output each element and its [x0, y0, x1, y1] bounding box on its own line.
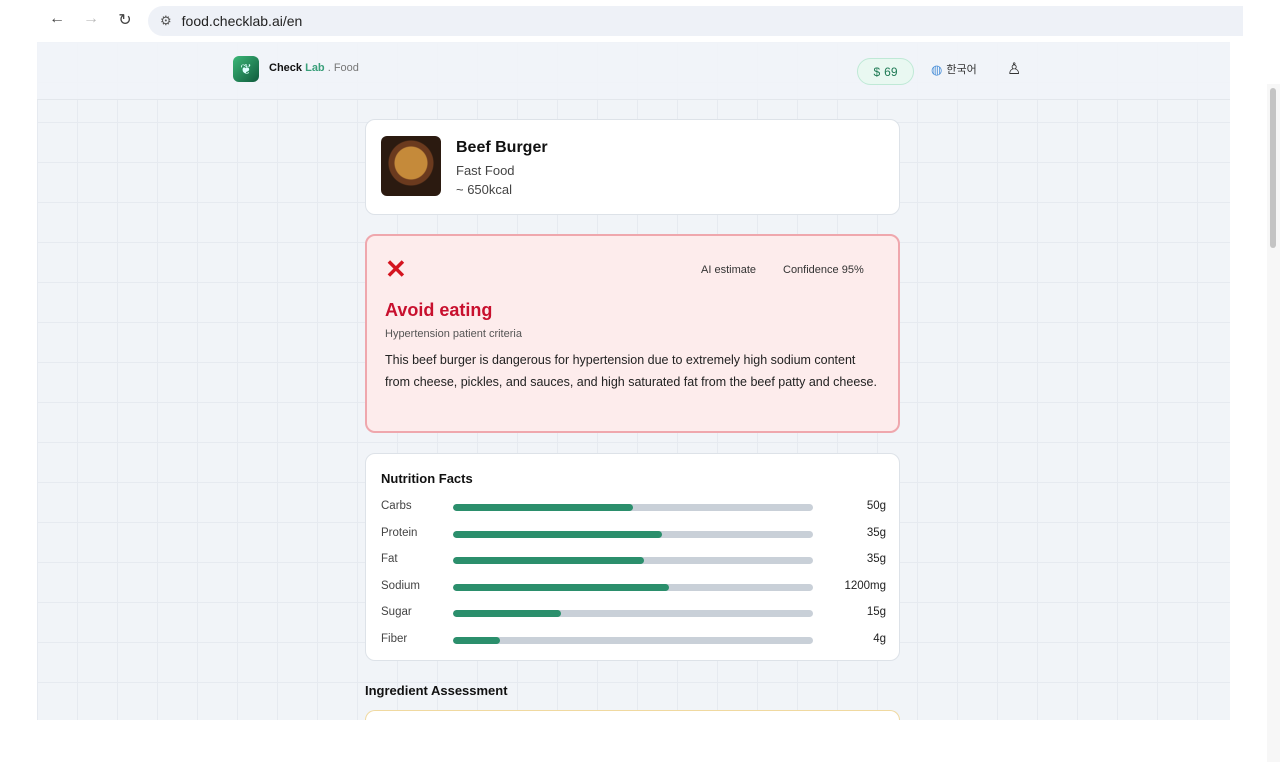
nutrient-label: Sugar — [381, 606, 412, 618]
address-bar[interactable]: ⚙ food.checklab.ai/en — [148, 6, 1243, 36]
nutrient-value: 15g — [866, 606, 886, 618]
user-icon[interactable]: ♙ — [1007, 61, 1022, 78]
url-text: food.checklab.ai/en — [181, 13, 303, 29]
page: ❦ Check Lab . Food $69 ◍ 한국어 ♙ Beef Burge… — [37, 42, 1280, 762]
logo-icon[interactable]: ❦ — [233, 56, 259, 82]
ingredient-assessment-title: Ingredient Assessment — [365, 683, 508, 698]
nutrient-row: Carbs 50g — [381, 499, 886, 515]
scrollbar[interactable] — [1267, 84, 1280, 762]
nutrient-value: 4g — [873, 632, 886, 645]
nutrient-bar — [453, 557, 813, 564]
brand-main: Check — [269, 62, 303, 74]
nutrient-label: Carbs — [381, 500, 412, 512]
nutrient-label: Fiber — [381, 632, 408, 645]
nutrient-bar-fill — [453, 636, 500, 644]
nutrient-row: Fat 35g — [381, 552, 886, 568]
ai-estimate-label: AI estimate — [701, 264, 757, 276]
verdict-description: This beef burger is dangerous for hypert… — [385, 353, 877, 389]
forward-icon[interactable]: → — [83, 10, 99, 27]
food-calories: ~ 650kcal — [456, 182, 513, 197]
nutrient-bar-fill — [453, 504, 633, 511]
brand-sub: . Food — [327, 62, 359, 74]
verdict-card: ✕ AI estimate Confidence 95% Avoid eatin… — [365, 234, 900, 433]
nutrient-value: 50g — [866, 500, 886, 512]
reload-icon[interactable]: ↻ — [118, 12, 132, 29]
nutrient-bar — [453, 636, 813, 644]
credits-badge[interactable]: $69 — [857, 58, 914, 85]
nutrient-bar-fill — [453, 530, 662, 538]
nutrient-row: Protein 35g — [381, 526, 886, 542]
nutrient-bar — [453, 610, 813, 617]
confidence-label: Confidence 95% — [783, 264, 864, 276]
food-image — [381, 136, 441, 196]
verdict-criteria: Hypertension patient criteria — [385, 328, 522, 340]
nutrient-label: Sodium — [381, 579, 420, 592]
nutrient-label: Fat — [381, 553, 398, 565]
language-switcher[interactable]: ◍ 한국어 — [931, 63, 977, 77]
ingredient-card — [365, 710, 900, 720]
nutrient-label: Protein — [381, 526, 418, 539]
nutrient-value: 35g — [866, 553, 886, 565]
nutrient-bar — [453, 583, 813, 591]
nutrient-value: 35g — [866, 526, 886, 539]
nutrient-bar-fill — [453, 583, 669, 591]
nutrient-bar — [453, 504, 813, 511]
site-header: ❦ Check Lab . Food $69 ◍ 한국어 ♙ — [37, 42, 1230, 100]
nutrient-bar — [453, 530, 813, 538]
language-label: 한국어 — [946, 64, 977, 76]
nutrient-row: Fiber 4g — [381, 632, 886, 648]
scrollbar-thumb[interactable] — [1270, 88, 1276, 248]
credits-count: 69 — [884, 64, 898, 79]
browser-toolbar: ← → ↻ ⚙ food.checklab.ai/en — [0, 0, 1243, 42]
dollar-icon: $ — [873, 64, 881, 79]
cross-icon: ✕ — [385, 254, 407, 284]
verdict-title: Avoid eating — [385, 300, 493, 320]
food-card: Beef Burger Fast Food ~ 650kcal — [365, 119, 900, 215]
globe-icon: ◍ — [931, 62, 943, 77]
nutrient-value: 1200mg — [844, 579, 886, 592]
nutrient-bar-fill — [453, 557, 644, 564]
nutrition-card: Nutrition Facts Carbs 50g Protein 35g Fat … — [365, 453, 900, 661]
brand-accent: Lab — [305, 62, 325, 74]
nutrition-title: Nutrition Facts — [381, 471, 473, 486]
brand[interactable]: Check Lab . Food — [269, 62, 359, 74]
site-info-icon[interactable]: ⚙ — [160, 13, 172, 28]
back-icon[interactable]: ← — [49, 10, 65, 27]
nutrient-row: Sugar 15g — [381, 605, 886, 621]
nutrient-row: Sodium 1200mg — [381, 579, 886, 595]
food-category: Fast Food — [456, 163, 515, 178]
food-name: Beef Burger — [456, 139, 548, 156]
nutrient-bar-fill — [453, 610, 561, 617]
